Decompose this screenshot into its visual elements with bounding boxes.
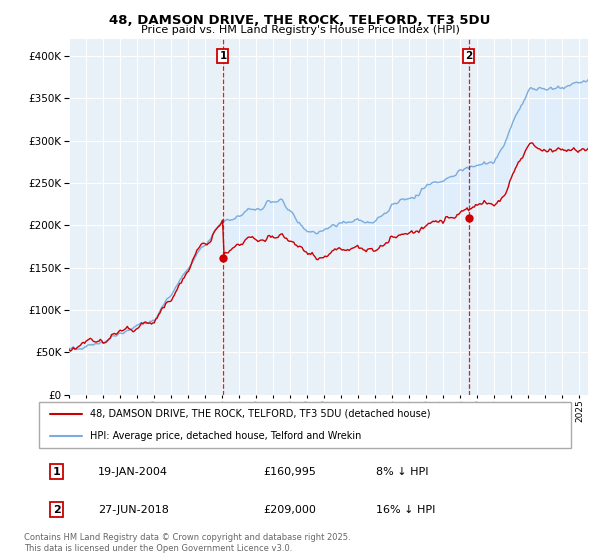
Text: Price paid vs. HM Land Registry's House Price Index (HPI): Price paid vs. HM Land Registry's House … [140, 25, 460, 35]
Text: HPI: Average price, detached house, Telford and Wrekin: HPI: Average price, detached house, Telf… [90, 431, 361, 441]
Text: 27-JUN-2018: 27-JUN-2018 [98, 505, 169, 515]
Text: 16% ↓ HPI: 16% ↓ HPI [376, 505, 436, 515]
Text: 48, DAMSON DRIVE, THE ROCK, TELFORD, TF3 5DU (detached house): 48, DAMSON DRIVE, THE ROCK, TELFORD, TF3… [90, 409, 431, 419]
FancyBboxPatch shape [39, 402, 571, 448]
Text: 2: 2 [465, 51, 472, 61]
Text: £209,000: £209,000 [263, 505, 316, 515]
Text: 19-JAN-2004: 19-JAN-2004 [98, 466, 168, 477]
Text: 2: 2 [53, 505, 61, 515]
Text: £160,995: £160,995 [263, 466, 316, 477]
Text: Contains HM Land Registry data © Crown copyright and database right 2025.
This d: Contains HM Land Registry data © Crown c… [24, 533, 350, 553]
Text: 1: 1 [220, 51, 227, 61]
Text: 8% ↓ HPI: 8% ↓ HPI [376, 466, 428, 477]
Text: 1: 1 [53, 466, 61, 477]
Text: 48, DAMSON DRIVE, THE ROCK, TELFORD, TF3 5DU: 48, DAMSON DRIVE, THE ROCK, TELFORD, TF3… [109, 14, 491, 27]
